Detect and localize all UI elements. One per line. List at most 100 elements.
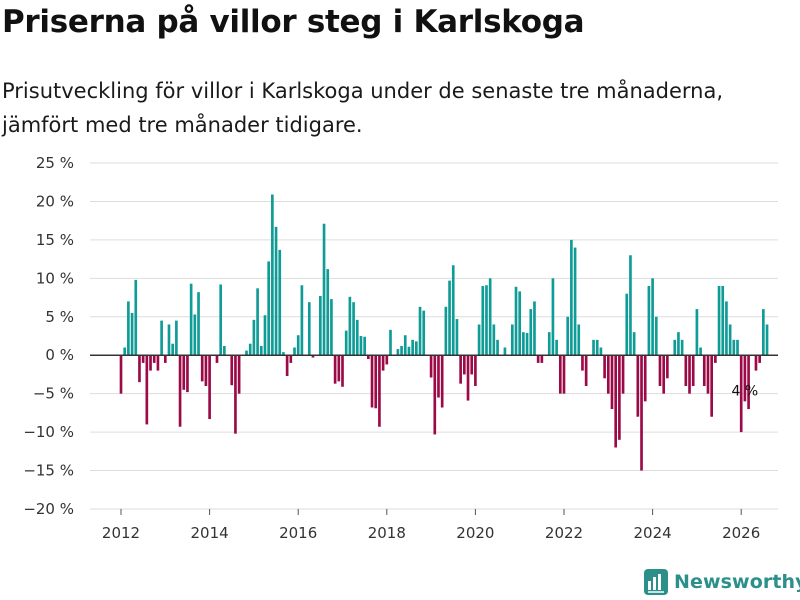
bar	[592, 339, 595, 356]
bar	[293, 347, 296, 356]
bar	[429, 355, 433, 378]
x-tick-label: 2012	[102, 524, 140, 542]
bar	[193, 314, 197, 356]
bar	[643, 355, 647, 402]
bar	[514, 286, 518, 356]
bar	[540, 355, 544, 363]
bar	[186, 355, 189, 393]
bar	[400, 346, 403, 356]
bar	[355, 319, 359, 356]
bar	[603, 355, 606, 379]
bar	[411, 339, 414, 356]
bar	[300, 285, 304, 356]
bar	[271, 194, 274, 356]
bar	[680, 339, 684, 356]
bar	[341, 355, 344, 387]
y-tick-label: 0 %	[45, 346, 74, 364]
bar	[492, 324, 496, 356]
bar	[739, 355, 743, 433]
bar	[163, 355, 167, 363]
bar	[477, 324, 481, 356]
bar	[677, 332, 680, 356]
bar	[455, 319, 459, 356]
newsworthy-logo: Newsworthy	[644, 569, 800, 595]
bar	[754, 355, 758, 371]
bar	[418, 306, 422, 356]
bar	[714, 355, 717, 363]
bar	[197, 292, 200, 356]
bar	[359, 336, 363, 356]
bar	[654, 316, 658, 356]
bar	[296, 335, 300, 356]
bar	[130, 312, 134, 356]
y-tick-label: −20 %	[23, 500, 74, 518]
bar	[625, 293, 629, 356]
bar	[618, 355, 621, 440]
bar	[248, 343, 252, 356]
x-tick-label: 2018	[368, 524, 406, 542]
bar	[691, 355, 695, 386]
bar	[322, 223, 326, 356]
bar	[127, 301, 130, 356]
bar	[200, 355, 204, 382]
bar	[728, 324, 732, 356]
chart-title: Priserna på villor steg i Karlskoga	[2, 4, 585, 40]
bar	[433, 355, 437, 435]
bar	[348, 296, 352, 356]
bar	[156, 355, 160, 371]
bar	[725, 301, 728, 356]
y-tick-label: 15 %	[36, 231, 74, 249]
y-tick-label: 10 %	[36, 269, 74, 287]
x-tick-label: 2022	[545, 524, 583, 542]
bar	[673, 339, 677, 356]
x-tick-label: 2020	[456, 524, 494, 542]
bar	[171, 343, 175, 356]
bar	[189, 283, 193, 356]
bar	[466, 355, 470, 401]
bar	[721, 286, 725, 356]
bar	[474, 355, 477, 386]
bar	[219, 284, 223, 356]
x-tick-label: 2014	[191, 524, 229, 542]
bar	[134, 279, 138, 356]
bar	[289, 355, 293, 363]
bar	[647, 286, 651, 356]
bar	[344, 330, 348, 356]
bar	[396, 349, 400, 356]
bar	[765, 324, 769, 356]
bar	[367, 355, 370, 360]
bar	[282, 352, 285, 356]
gridlines	[90, 162, 778, 510]
bar	[444, 306, 448, 356]
chart-subtitle: Prisutveckling för villor i Karlskoga un…	[2, 79, 724, 137]
bar	[743, 355, 747, 402]
bar	[223, 346, 226, 356]
bar	[662, 355, 666, 394]
bar	[370, 355, 374, 408]
bar	[330, 299, 333, 356]
bar	[699, 347, 702, 356]
bar	[259, 346, 263, 356]
bar	[584, 355, 588, 386]
bar	[278, 249, 282, 356]
bar	[536, 355, 540, 363]
bar	[274, 226, 278, 356]
latest-value-label: 4 %	[732, 383, 759, 399]
bar-chart-logo-icon	[644, 569, 668, 595]
axes: 25 % 20 % 15 % 10 % 5 % 0 % −5 % −10 % −15 % −20 …	[23, 154, 778, 542]
bar	[245, 350, 248, 356]
bar	[149, 355, 152, 371]
bar	[263, 315, 267, 356]
bar	[551, 278, 555, 356]
bar	[407, 346, 411, 356]
bar	[440, 355, 444, 408]
bar	[141, 355, 145, 363]
bar	[352, 302, 355, 356]
bar	[570, 239, 573, 356]
bar	[256, 288, 259, 356]
bars	[119, 194, 769, 471]
bar	[230, 355, 234, 386]
bar	[706, 355, 710, 394]
bar	[451, 265, 455, 356]
bar	[167, 324, 171, 356]
